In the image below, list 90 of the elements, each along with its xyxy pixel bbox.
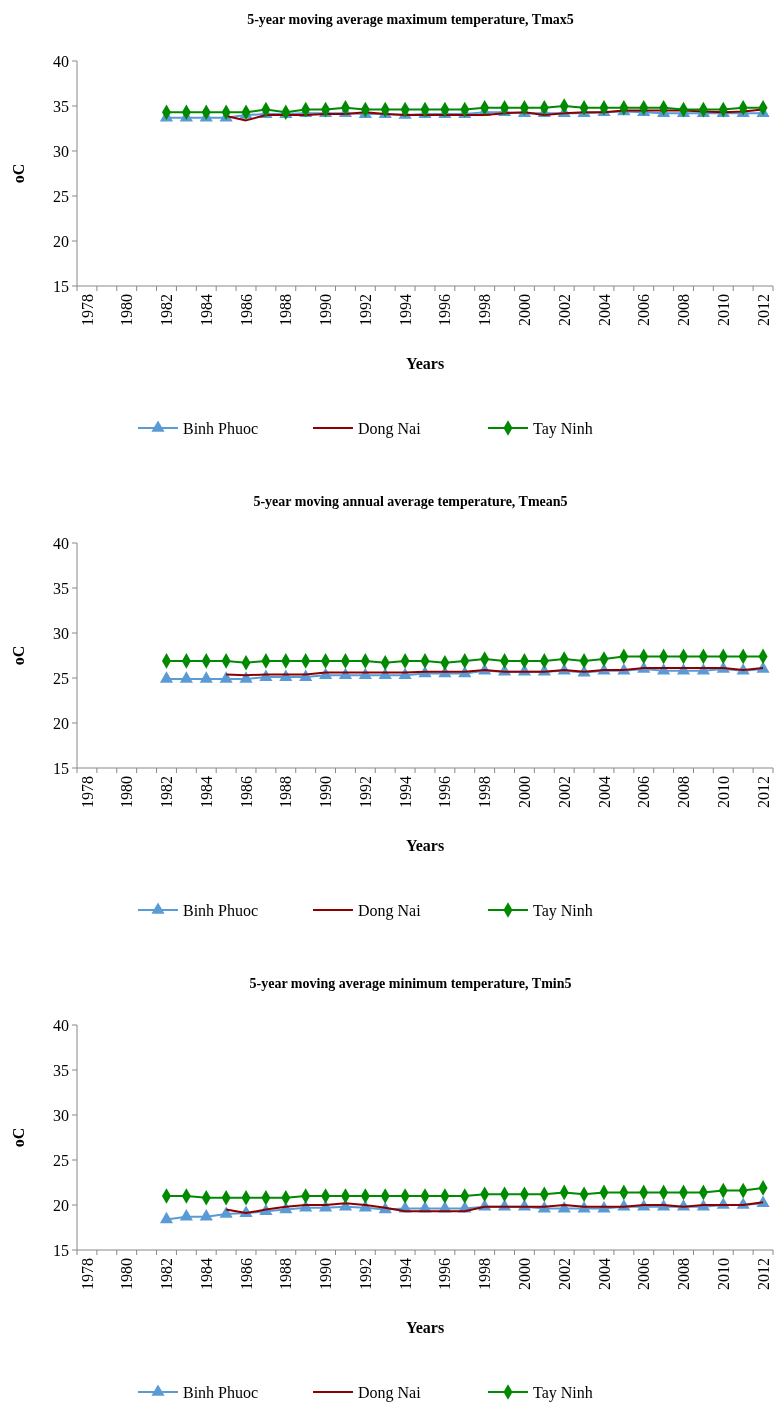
x-tick-label: 2006 [635, 1258, 653, 1290]
legend-label: Dong Nai [358, 1383, 422, 1402]
legend-label: Dong Nai [358, 901, 422, 920]
x-tick-label: 1988 [277, 294, 295, 326]
x-axis-title: Years [405, 355, 445, 372]
y-tick-label: 30 [53, 624, 69, 642]
x-axis-title: Years [405, 1319, 445, 1336]
x-tick-label: 1988 [277, 776, 295, 808]
y-tick-label: 35 [53, 97, 69, 115]
x-tick-label: 1980 [118, 294, 136, 326]
x-tick-label: 1992 [356, 294, 374, 326]
x-tick-label: 2004 [595, 1258, 613, 1290]
legend-label: Binh Phuoc [183, 1383, 259, 1401]
x-tick-label: 1982 [158, 776, 176, 808]
x-tick-label: 2008 [675, 1258, 693, 1290]
x-tick-label: 2006 [635, 776, 653, 808]
x-tick-label: 2002 [555, 294, 573, 326]
x-tick-label: 2012 [754, 1258, 772, 1290]
x-tick-label: 2002 [555, 1258, 573, 1290]
x-tick-label: 1990 [317, 1258, 335, 1290]
y-tick-label: 35 [53, 1061, 69, 1079]
x-tick-label: 1992 [356, 776, 374, 808]
x-tick-label: 1978 [78, 1258, 96, 1290]
chart-title: 5-year moving annual average temperature, Tmean5 [253, 494, 568, 509]
x-tick-label: 2012 [754, 776, 772, 808]
x-tick-label: 1994 [396, 294, 414, 326]
x-tick-label: 2010 [714, 1258, 732, 1290]
x-tick-label: 2000 [516, 776, 534, 808]
y-tick-label: 25 [53, 187, 69, 205]
y-tick-label: 40 [53, 534, 69, 552]
y-axis-title: oC [10, 1127, 27, 1148]
x-tick-label: 2004 [595, 294, 613, 326]
y-tick-label: 15 [53, 277, 69, 295]
x-tick-label: 1984 [197, 776, 215, 808]
x-tick-label: 1994 [396, 1258, 414, 1290]
y-tick-label: 20 [53, 1196, 69, 1214]
y-tick-label: 30 [53, 1106, 69, 1124]
x-axis-title: Years [405, 837, 445, 854]
y-tick-label: 40 [53, 1016, 69, 1034]
x-tick-label: 2002 [555, 776, 573, 808]
x-tick-label: 2004 [595, 776, 613, 808]
x-tick-label: 1998 [476, 776, 494, 808]
y-tick-label: 15 [53, 759, 69, 777]
x-tick-label: 2000 [516, 1258, 534, 1290]
chart-title: 5-year moving average maximum temperature, Tmax5 [247, 12, 574, 27]
x-tick-label: 1988 [277, 1258, 295, 1290]
x-tick-label: 1982 [158, 294, 176, 326]
y-tick-label: 25 [53, 669, 69, 687]
x-tick-label: 1996 [436, 294, 454, 326]
y-tick-label: 30 [53, 142, 69, 160]
x-tick-label: 1978 [78, 776, 96, 808]
legend-label: Tay Ninh [533, 1383, 593, 1402]
legend-label: Dong Nai [358, 419, 422, 438]
x-tick-label: 2010 [714, 776, 732, 808]
y-tick-label: 35 [53, 579, 69, 597]
x-tick-label: 1984 [197, 294, 215, 326]
y-tick-label: 20 [53, 714, 69, 732]
x-tick-label: 2006 [635, 294, 653, 326]
x-tick-label: 2000 [516, 294, 534, 326]
x-tick-label: 1996 [436, 1258, 454, 1290]
x-tick-label: 2012 [754, 294, 772, 326]
x-tick-label: 1982 [158, 1258, 176, 1290]
x-tick-label: 1984 [197, 1258, 215, 1290]
y-tick-label: 15 [53, 1241, 69, 1259]
x-tick-label: 1980 [118, 1258, 136, 1290]
y-tick-label: 20 [53, 232, 69, 250]
x-tick-label: 2010 [714, 294, 732, 326]
legend-label: Binh Phuoc [183, 419, 259, 437]
x-tick-label: 1990 [317, 776, 335, 808]
x-tick-label: 2008 [675, 294, 693, 326]
x-tick-label: 1980 [118, 776, 136, 808]
x-tick-label: 1986 [237, 776, 255, 808]
legend-label: Tay Ninh [533, 901, 593, 920]
y-tick-label: 25 [53, 1151, 69, 1169]
legend-label: Tay Ninh [533, 419, 593, 438]
x-tick-label: 2008 [675, 776, 693, 808]
y-tick-label: 40 [53, 52, 69, 70]
x-tick-label: 1992 [356, 1258, 374, 1290]
x-tick-label: 1986 [237, 1258, 255, 1290]
x-tick-label: 1998 [476, 294, 494, 326]
x-tick-label: 1998 [476, 1258, 494, 1290]
x-tick-label: 1978 [78, 294, 96, 326]
x-tick-label: 1994 [396, 776, 414, 808]
chart-title: 5-year moving average minimum temperature, Tmin5 [249, 976, 572, 991]
legend-label: Binh Phuoc [183, 901, 259, 919]
x-tick-label: 1990 [317, 294, 335, 326]
y-axis-title: oC [10, 163, 27, 184]
x-tick-label: 1996 [436, 776, 454, 808]
y-axis-title: oC [10, 645, 27, 666]
x-tick-label: 1986 [237, 294, 255, 326]
